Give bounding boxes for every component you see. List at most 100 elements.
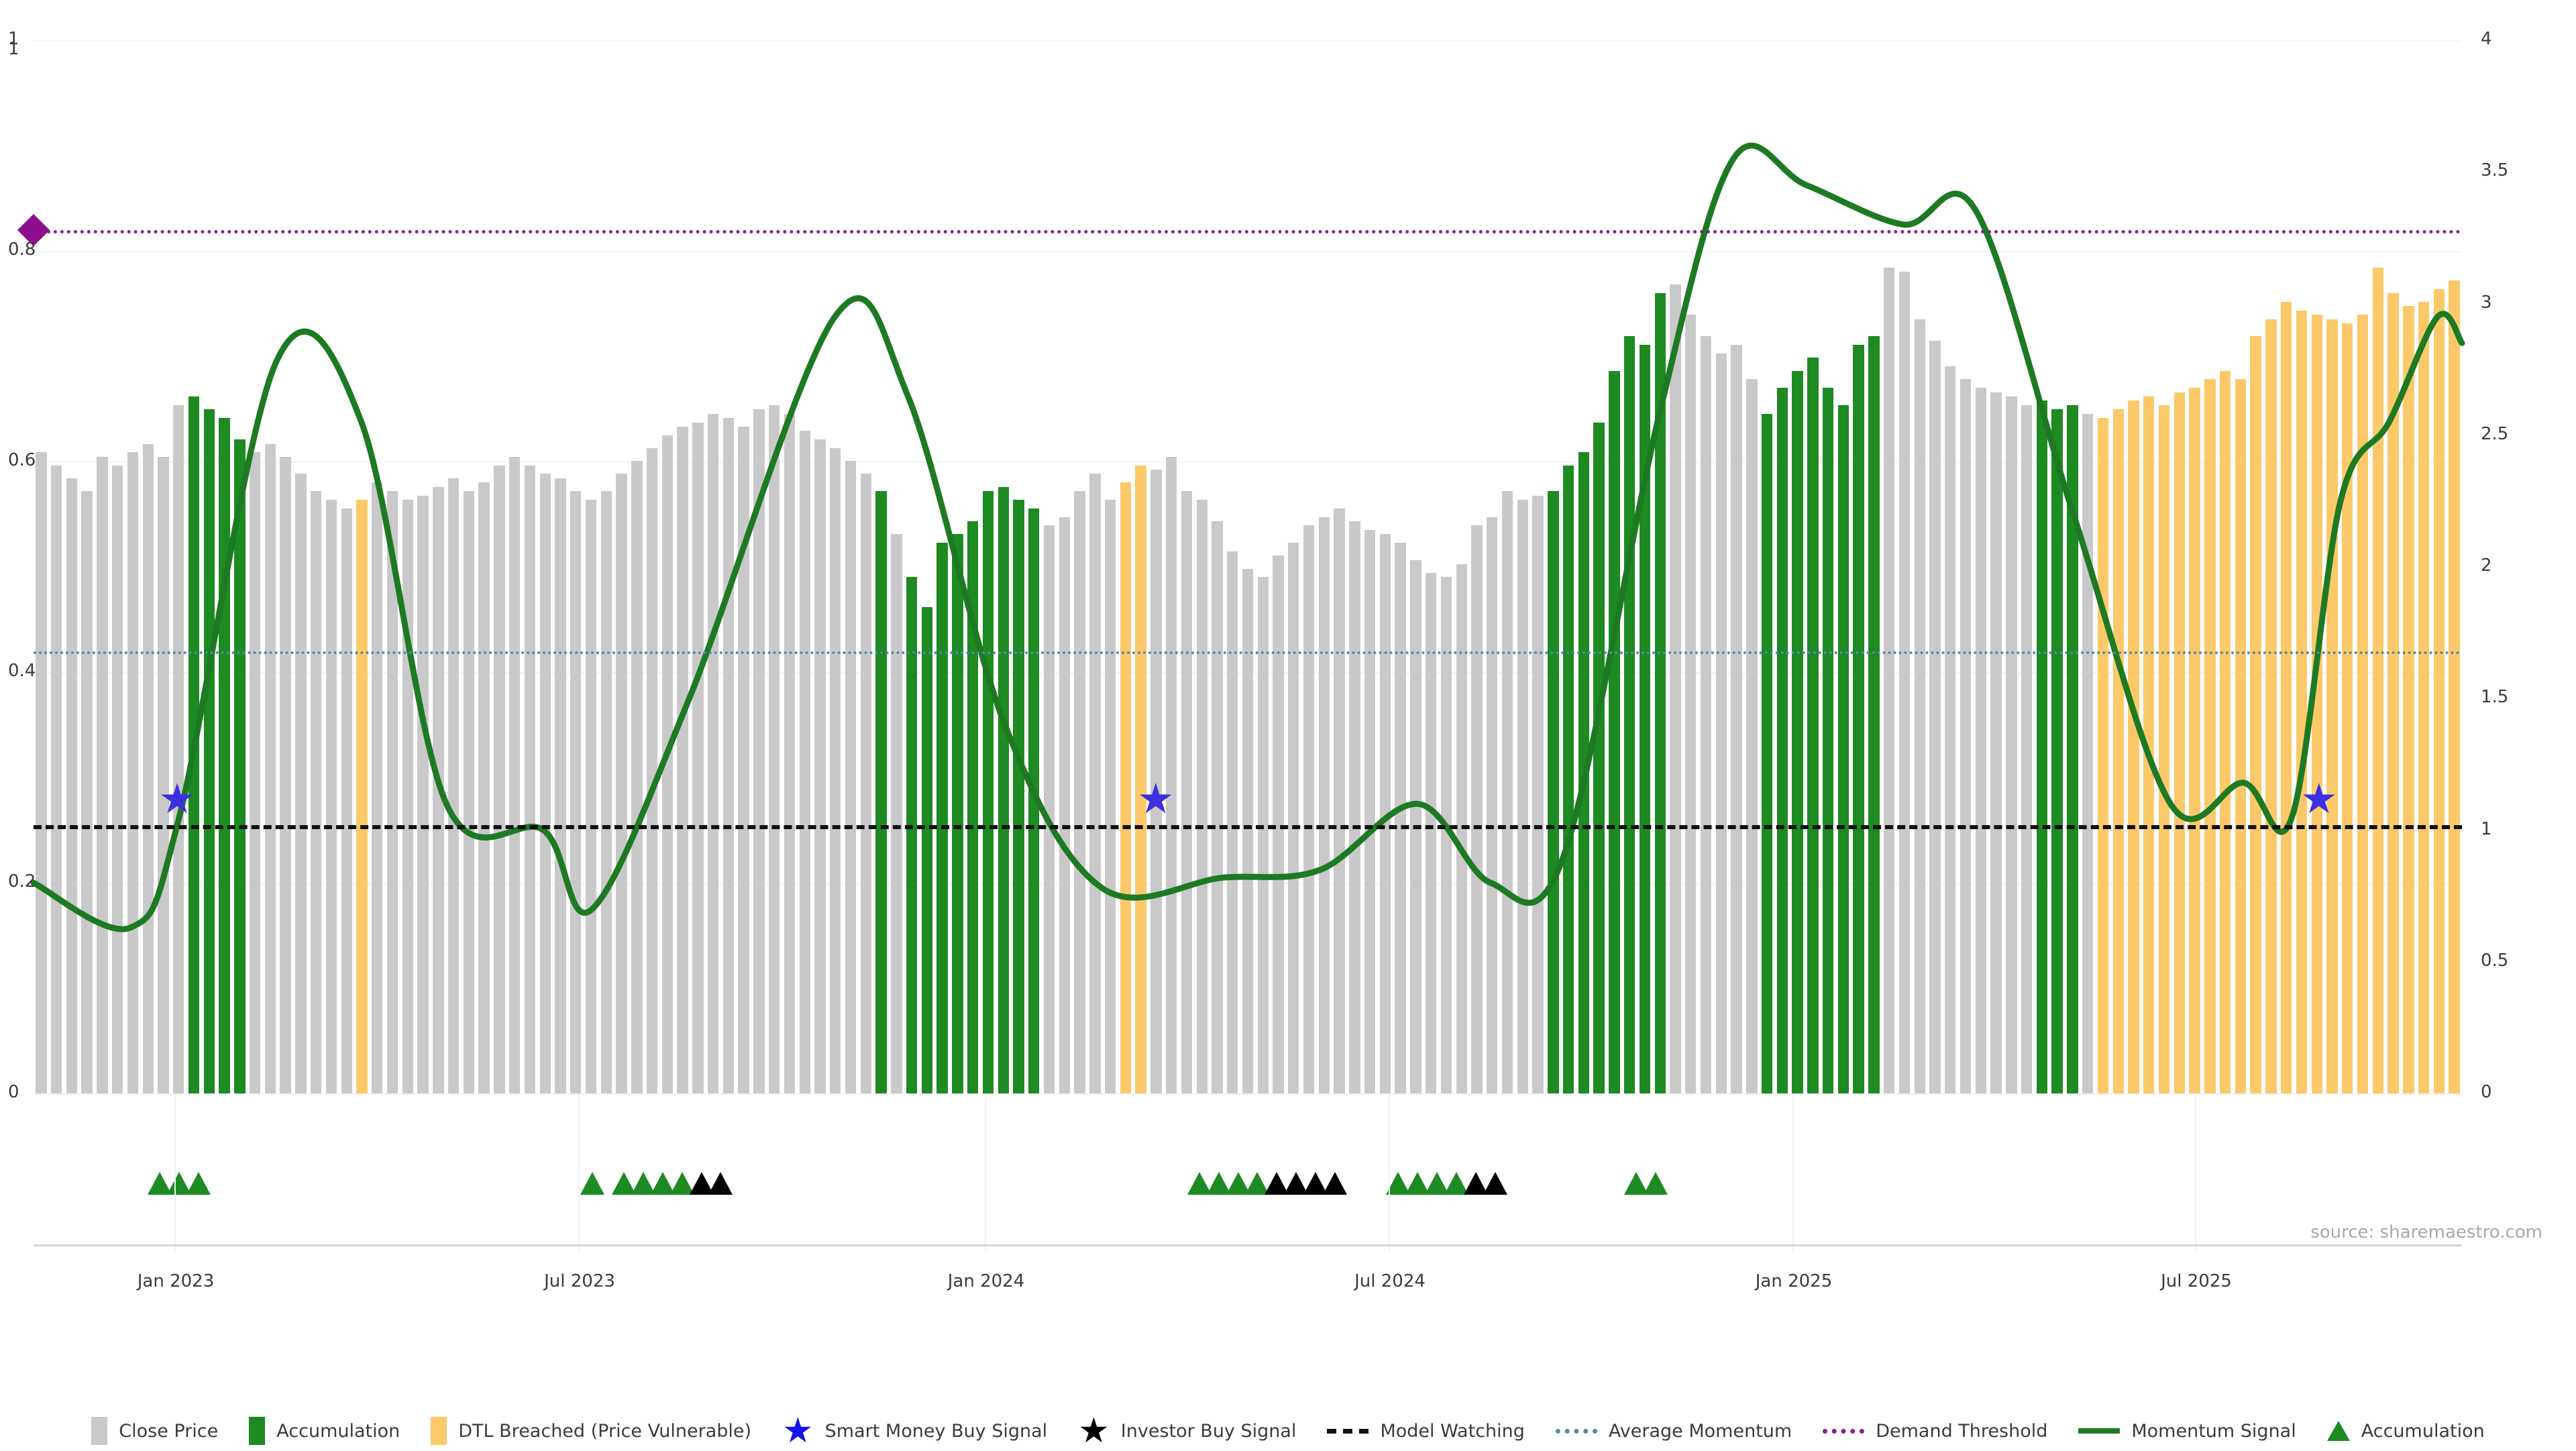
bar-close-price: [1212, 521, 1223, 1093]
bar-close-price: [600, 491, 612, 1093]
bar-close-price: [631, 461, 643, 1093]
bar-close-price: [1975, 388, 1987, 1093]
bar-close-price: [1303, 525, 1315, 1093]
bar-close-price: [1318, 517, 1330, 1093]
bar-close-price: [386, 491, 398, 1093]
bar-dtl-breached: [2158, 405, 2170, 1093]
bar-dtl-breached: [2296, 310, 2308, 1093]
legend-item-accumulation-triangle[interactable]: Accumulation: [2326, 1420, 2485, 1442]
x-axis-tick-label: Jan 2024: [947, 1271, 1025, 1291]
legend-item-model-watching[interactable]: Model Watching: [1327, 1420, 1525, 1442]
left-axis-tick-label: 0.2: [8, 871, 36, 892]
bar-close-price: [1181, 491, 1193, 1093]
legend-item-label: Momentum Signal: [2131, 1420, 2296, 1442]
bar-close-price: [1914, 319, 1925, 1093]
bar-close-price: [585, 499, 597, 1093]
legend-dotted-line-icon: [1823, 1428, 1865, 1434]
bar-close-price: [1426, 572, 1437, 1093]
price-bars: [34, 40, 2462, 1093]
legend-item-investor-buy-signal[interactable]: ★ Investor Buy Signal: [1078, 1413, 1296, 1448]
bar-accumulation: [936, 543, 948, 1093]
x-tick-gridline: [578, 1093, 580, 1251]
x-axis-tick-label: Jul 2024: [1354, 1271, 1426, 1291]
bar-accumulation: [967, 521, 979, 1093]
bar-close-price: [1746, 379, 1758, 1093]
bar-dtl-breached: [2433, 288, 2445, 1093]
bar-close-price: [2006, 396, 2017, 1093]
investor-buy-triangle-marker: [1483, 1172, 1508, 1195]
investor-buy-triangle-marker: [1323, 1172, 1348, 1195]
left-axis-tick-label: 1: [8, 29, 19, 49]
x-axis-line: [34, 1244, 2462, 1246]
bar-close-price: [173, 405, 184, 1093]
bar-dtl-breached: [2449, 280, 2460, 1093]
x-axis-tick-label: Jan 2025: [1755, 1271, 1833, 1291]
bar-accumulation: [952, 534, 963, 1093]
x-tick-gridline: [1792, 1093, 1794, 1251]
legend-item-demand-threshold[interactable]: Demand Threshold: [1823, 1421, 2047, 1442]
bar-close-price: [845, 461, 857, 1093]
bar-accumulation: [1792, 370, 1803, 1093]
bar-dtl-breached: [2097, 418, 2109, 1093]
bar-close-price: [508, 456, 521, 1093]
legend-item-close-price[interactable]: Close Price: [91, 1417, 218, 1445]
bar-dtl-breached: [2372, 267, 2383, 1093]
bar-close-price: [1273, 555, 1284, 1093]
x-axis-tick-label: Jul 2023: [544, 1271, 615, 1291]
bar-close-price: [524, 465, 536, 1093]
bar-close-price: [661, 435, 674, 1093]
bar-close-price: [97, 456, 108, 1093]
bar-dtl-breached: [2311, 315, 2322, 1093]
bar-close-price: [570, 491, 582, 1093]
legend-swatch-rect-icon: [249, 1417, 266, 1445]
bar-close-price: [478, 482, 490, 1093]
right-axis-tick-label: 0.5: [2481, 950, 2509, 971]
bar-dtl-breached: [2112, 409, 2124, 1093]
bar-close-price: [310, 491, 322, 1093]
legend-item-smart-money-buy-signal[interactable]: ★ Smart Money Buy Signal: [782, 1413, 1047, 1448]
bar-close-price: [36, 452, 47, 1093]
legend-triangle-icon: [2326, 1421, 2350, 1441]
bar-close-price: [341, 508, 352, 1093]
bar-close-price: [1059, 517, 1070, 1093]
bar-close-price: [1440, 577, 1452, 1093]
legend-item-label: Model Watching: [1380, 1420, 1525, 1442]
legend-item-accumulation-bar[interactable]: Accumulation: [249, 1417, 400, 1445]
accumulation-triangle-marker: [1644, 1172, 1668, 1195]
bar-dtl-breached: [2219, 370, 2231, 1093]
bar-close-price: [1929, 340, 1941, 1093]
bar-close-price: [66, 478, 78, 1093]
bar-close-price: [1242, 568, 1254, 1093]
bar-accumulation: [1028, 508, 1040, 1093]
bar-close-price: [891, 534, 902, 1093]
legend-dashed-line-icon: [1327, 1428, 1369, 1434]
bar-close-price: [1517, 499, 1528, 1093]
accumulation-triangle-marker: [186, 1172, 211, 1195]
bar-accumulation: [1013, 499, 1024, 1093]
right-axis-tick-label: 2.5: [2481, 423, 2509, 444]
bar-accumulation: [982, 491, 994, 1093]
legend-item-dtl-breached[interactable]: DTL Breached (Price Vulnerable): [431, 1417, 751, 1445]
right-axis-tick-label: 2: [2481, 555, 2492, 576]
momentum-path: [30, 142, 2465, 932]
legend-item-momentum-signal[interactable]: Momentum Signal: [2078, 1421, 2296, 1442]
bar-close-price: [616, 474, 627, 1093]
legend-item-label: Accumulation: [2361, 1420, 2485, 1442]
bar-close-price: [692, 422, 704, 1093]
bar-close-price: [707, 413, 719, 1093]
bar-accumulation: [921, 607, 933, 1093]
bar-accumulation: [1822, 388, 1834, 1093]
bar-close-price: [1501, 491, 1513, 1093]
bar-close-price: [1165, 456, 1177, 1093]
bar-close-price: [417, 495, 429, 1093]
bar-accumulation: [1761, 413, 1773, 1093]
legend-item-average-momentum[interactable]: Average Momentum: [1555, 1421, 1792, 1442]
bar-close-price: [646, 447, 658, 1093]
x-axis-tick-label: Jul 2025: [2161, 1271, 2232, 1291]
bar-close-price: [1731, 345, 1742, 1093]
bar-close-price: [1349, 521, 1360, 1093]
bar-close-price: [158, 456, 169, 1093]
bar-dtl-breached: [2357, 315, 2369, 1093]
bar-close-price: [1379, 534, 1391, 1093]
bar-close-price: [738, 426, 749, 1093]
